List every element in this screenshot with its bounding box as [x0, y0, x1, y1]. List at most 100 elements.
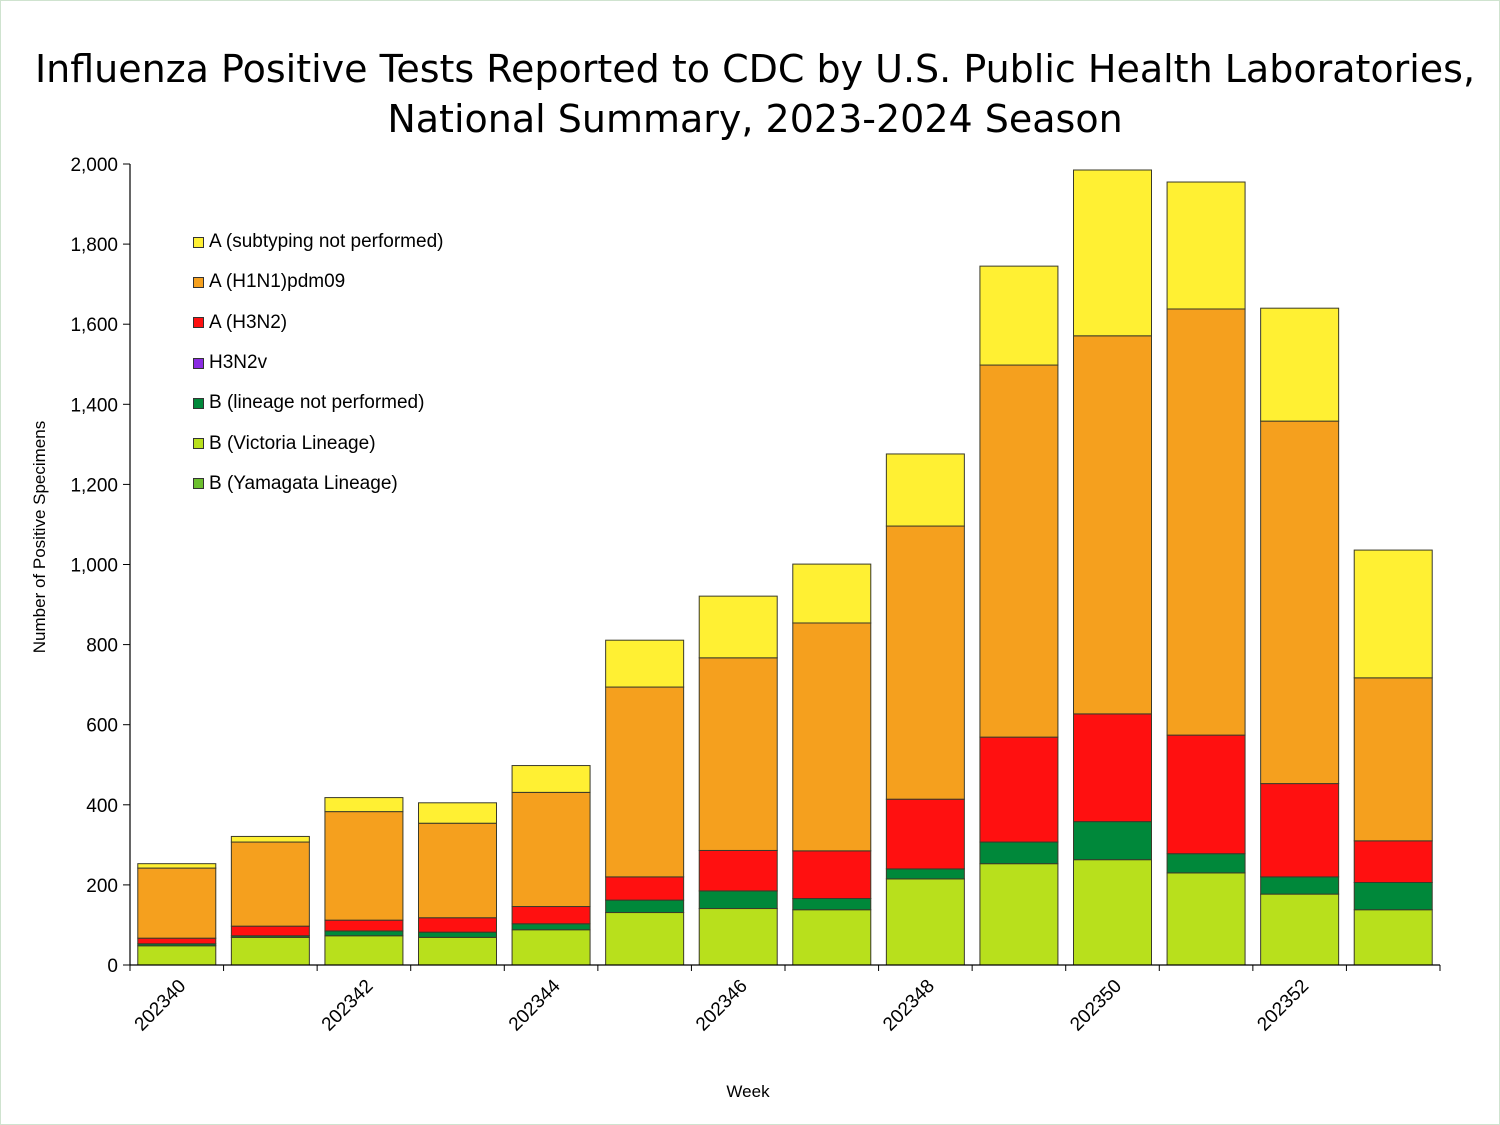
y-tick-label: 200	[86, 876, 118, 897]
bar-segment	[137, 937, 217, 945]
legend-swatch	[193, 397, 204, 409]
bar-segment	[885, 525, 965, 800]
bar-segment	[511, 923, 591, 931]
bar-segment	[230, 925, 310, 937]
chart-title-line-2: National Summary, 2023-2024 Season	[387, 97, 1123, 141]
bar-segment	[605, 686, 685, 878]
bar-segment	[1353, 677, 1433, 842]
bar-segment	[1260, 893, 1340, 966]
bar-segment	[1260, 876, 1340, 895]
bar-segment	[137, 863, 217, 869]
legend-label: B (Yamagata Lineage)	[209, 472, 398, 494]
legend-label: A (H3N2)	[209, 311, 288, 333]
x-tick-label: 202348	[879, 976, 939, 1036]
bar-segment	[979, 841, 1059, 865]
x-tick-label: 202350	[1066, 976, 1126, 1036]
bar-segment	[1260, 307, 1340, 422]
y-tick-label: 0	[107, 956, 118, 977]
legend-swatch	[193, 276, 204, 288]
bar-segment	[418, 822, 497, 919]
legend-item: H3N2v	[193, 343, 443, 383]
legend-label: H3N2v	[209, 352, 268, 374]
bar-segment	[792, 622, 872, 852]
legend-label: A (subtyping not performed)	[209, 231, 444, 253]
legend-swatch	[193, 357, 204, 369]
bar-segment	[418, 917, 497, 933]
y-tick-label: 1,400	[70, 395, 118, 416]
bar-segment	[792, 909, 872, 966]
x-tick-label: 202340	[131, 976, 191, 1036]
legend-label: B (Victoria Lineage)	[209, 432, 376, 454]
x-axis-label: Week	[726, 1082, 770, 1101]
bar-segment	[511, 906, 591, 925]
bar-segment	[792, 898, 872, 911]
bar-segment	[979, 265, 1059, 366]
bar-segment	[605, 899, 685, 914]
legend-swatch	[193, 438, 204, 450]
bar-segment	[885, 878, 965, 966]
y-tick-label: 1,800	[70, 235, 118, 256]
bar-segment	[1166, 181, 1246, 310]
legend-label: B (lineage not performed)	[209, 392, 425, 414]
legend-swatch	[193, 236, 204, 248]
legend-item: B (Victoria Lineage)	[193, 423, 443, 463]
bar-segment	[324, 935, 404, 966]
bar-segment	[1166, 853, 1246, 874]
bar-segment	[1073, 859, 1152, 966]
bar-segment	[511, 929, 591, 966]
bar-segment	[1166, 308, 1246, 736]
bar-segment	[324, 919, 404, 932]
y-tick-label: 400	[86, 796, 118, 817]
bar-segment	[698, 890, 778, 910]
bar-segment	[698, 595, 778, 659]
bar-segment	[324, 930, 404, 937]
bar-segment	[885, 798, 965, 870]
bar-segment	[885, 868, 965, 880]
bar-segment	[418, 802, 497, 824]
bar-segment	[1353, 840, 1433, 883]
y-axis-label: Number of Positive Specimens	[30, 420, 49, 654]
chart-title-line-1: Influenza Positive Tests Reported to CDC…	[34, 47, 1476, 91]
bar-segment	[324, 797, 404, 813]
bar-segment	[979, 736, 1059, 843]
bar-segment	[605, 639, 685, 688]
bar-segment	[792, 563, 872, 624]
y-tick-label: 800	[86, 636, 118, 657]
x-tick-label: 202346	[692, 976, 752, 1036]
bar-segment	[230, 835, 310, 843]
bar-segment	[1166, 734, 1246, 855]
bar-segment	[1073, 713, 1152, 823]
bar-segment	[511, 791, 591, 908]
bar-segment	[324, 811, 404, 921]
x-tick-label: 202342	[318, 976, 378, 1036]
bar-segment	[1073, 335, 1152, 715]
legend-label: A (H1N1)pdm09	[209, 271, 346, 293]
bar-segment	[137, 867, 217, 939]
legend-item: B (lineage not performed)	[193, 383, 443, 423]
bar-segment	[698, 908, 778, 966]
y-tick-label: 600	[86, 716, 118, 737]
bar-segment	[511, 765, 591, 793]
bar-segment	[979, 863, 1059, 966]
bar-segment	[1260, 783, 1340, 878]
bar-segment	[1260, 420, 1340, 785]
bar-segment	[1073, 169, 1152, 337]
bar-segment	[1166, 872, 1246, 966]
x-tick-label: 202352	[1253, 976, 1313, 1036]
bar-segment	[230, 936, 310, 966]
legend-swatch	[193, 317, 204, 329]
legend: A (subtyping not performed) A (H1N1)pdm09…	[193, 222, 443, 504]
bar-segment	[698, 849, 778, 892]
bar-segment	[1353, 881, 1433, 911]
chart-title: Influenza Positive Tests Reported to CDC…	[0, 44, 1500, 144]
bar-segment	[605, 912, 685, 966]
bar-segment	[605, 876, 685, 901]
bar-segment	[1353, 909, 1433, 966]
bar-segment	[418, 931, 497, 938]
bar-segment	[792, 850, 872, 900]
bar-segment	[698, 657, 778, 851]
bar-segment	[230, 841, 310, 927]
y-tick-label: 2,000	[70, 155, 118, 176]
x-tick-label: 202344	[505, 975, 565, 1035]
